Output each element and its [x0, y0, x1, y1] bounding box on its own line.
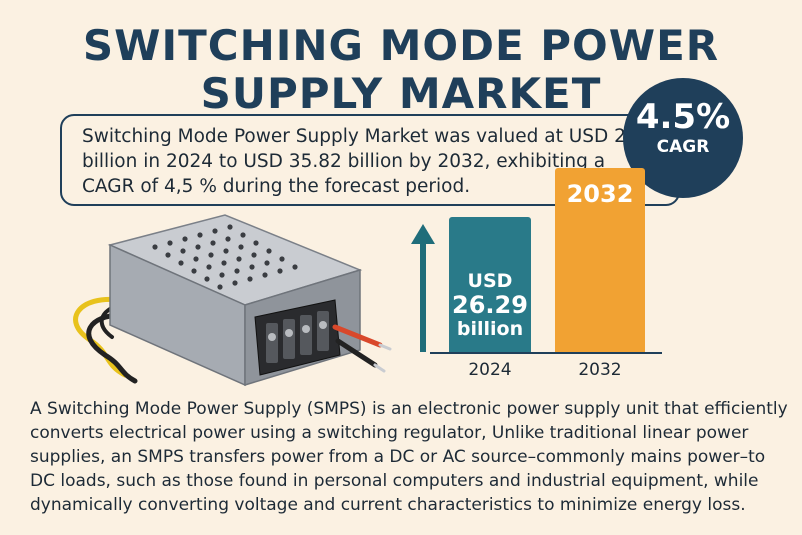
power-supply-unit-icon — [73, 214, 392, 387]
bar-2032-label: 2032 — [566, 180, 634, 208]
page-title: SWITCHING MODE POWER SUPPLY MARKET — [0, 22, 802, 118]
growth-arrow-icon — [411, 224, 435, 352]
bar-2032: 2032 — [555, 168, 645, 353]
title-line-2: SUPPLY MARKET — [200, 69, 602, 118]
x-tick-label-2032: 2032 — [578, 360, 622, 380]
description-paragraph: A Switching Mode Power Supply (SMPS) is … — [30, 397, 788, 517]
description-line-5: dynamically converting voltage and curre… — [30, 495, 746, 515]
summary-line-2: billion in 2024 to USD 35.82 billion by … — [82, 151, 606, 172]
x-axis-line — [430, 352, 662, 354]
description-line-1: A Switching Mode Power Supply (SMPS) is … — [30, 399, 788, 419]
cagr-value: 4.5% — [635, 97, 731, 137]
summary-line-3: CAGR of 4,5 % during the forecast period… — [82, 176, 471, 197]
bar-2024-label-currency: USD — [467, 270, 513, 292]
bar-2024-label-value: 26.29 — [452, 291, 528, 319]
cagr-label: CAGR — [656, 137, 710, 157]
description-line-3: supplies, an SMPS transfers power from a… — [30, 447, 766, 467]
x-tick-label-2024: 2024 — [468, 360, 512, 380]
bar-2024: USD 26.29 billion — [449, 217, 531, 353]
description-line-2: converts electrical power using a switch… — [30, 423, 749, 443]
bar-2024-label: USD 26.29 billion — [449, 269, 531, 341]
summary-text: Switching Mode Power Supply Market was v… — [82, 124, 667, 199]
bar-2024-label-unit: billion — [456, 318, 524, 340]
summary-line-1: Switching Mode Power Supply Market was v… — [82, 126, 668, 147]
description-line-4: DC loads, such as those found in persona… — [30, 471, 759, 491]
title-line-1: SWITCHING MODE POWER — [82, 21, 720, 70]
